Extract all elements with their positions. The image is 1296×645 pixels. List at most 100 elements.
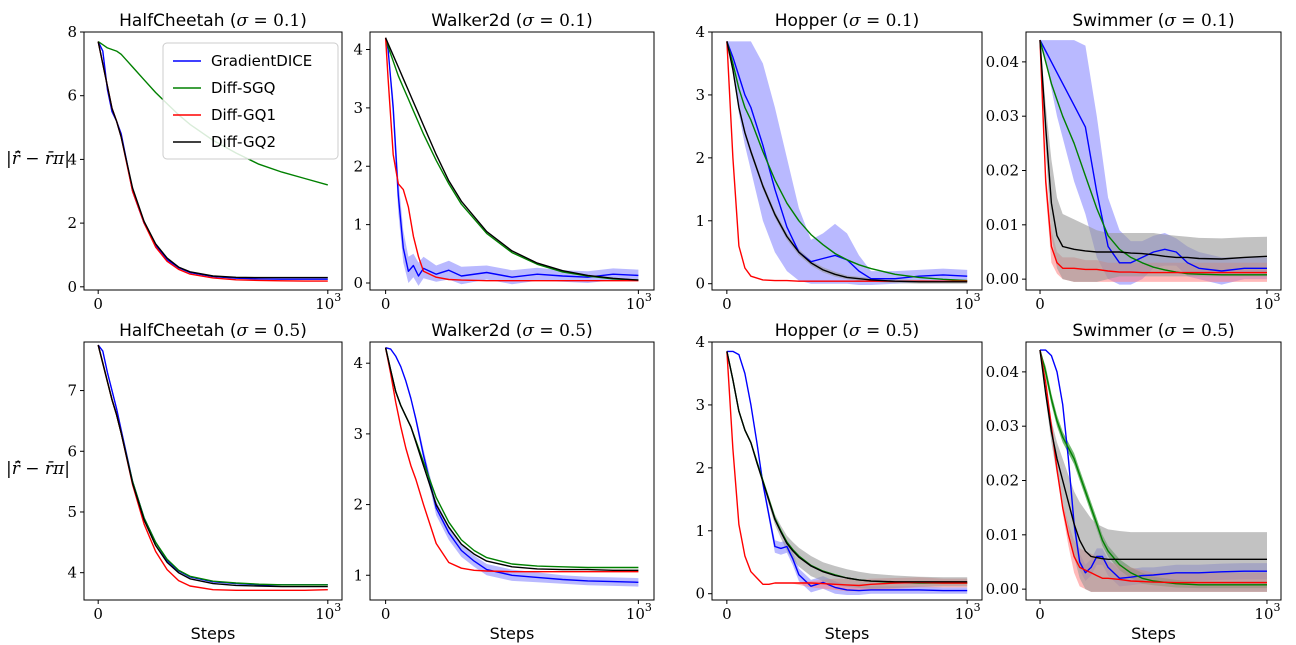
y-tick-label: 0	[67, 278, 77, 296]
x-tick-label: 10	[1254, 295, 1273, 313]
plot-area	[384, 347, 639, 587]
panel-halfcheetah-sigma-05: 4 5 6 7 0 10 3 HalfCheetah (σ = 0.5)	[67, 321, 343, 623]
y-tick-label: 1	[695, 212, 705, 230]
y-tick-label: 0.03	[986, 417, 1019, 435]
line-diff-sgq	[97, 41, 328, 186]
x-axis-labels: Steps Steps Steps Steps	[191, 624, 1176, 643]
x-axis-label: Steps	[1131, 624, 1176, 643]
y-tick-label: 6	[67, 87, 77, 105]
x-tick-label-exponent: 3	[1273, 291, 1280, 304]
legend-item-diff-gq1: Diff-GQ1	[173, 106, 276, 124]
panel-swimmer-sigma-05: 0.00 0.01 0.02 0.03 0.04 0 10 3 Swimmer (σ = 0.5…	[986, 321, 1282, 623]
band-diff-gq1	[726, 351, 968, 592]
plot-area	[726, 350, 968, 595]
x-tick-label-exponent: 3	[974, 291, 981, 304]
legend-item-gradientdice: GradientDICE	[173, 52, 312, 70]
line-diff-sgq	[97, 344, 328, 586]
y-tick-label: 4	[695, 23, 705, 41]
x-tick-label-exponent: 3	[334, 291, 341, 304]
y-tick-label: 0.02	[986, 162, 1019, 180]
line-gradientdice	[726, 41, 968, 280]
panel-title: Swimmer (σ = 0.1)	[1072, 11, 1234, 31]
y-tick-label: 0	[695, 585, 705, 603]
line-diff-gq2	[97, 344, 328, 588]
band-gradientdice	[726, 351, 968, 595]
line-diff-sgq	[726, 41, 968, 282]
y-tick-label: 0.04	[986, 53, 1019, 71]
axes-frame	[1025, 31, 1282, 291]
line-diff-gq2	[1039, 350, 1267, 560]
y-tick-label: 7	[67, 382, 77, 400]
y-tick-label: 3	[353, 425, 363, 443]
band-gradientdice	[385, 37, 639, 286]
axes-frame	[711, 341, 983, 601]
y-tick-label: 4	[67, 150, 77, 168]
axes-frame	[711, 31, 983, 291]
legend-item-diff-sgq: Diff-SGQ	[173, 79, 275, 97]
y-axis-labels: |r̄̂ − r̄π| |r̄̂ − r̄π|	[6, 149, 70, 479]
plot-area	[726, 41, 968, 286]
panel-title: HalfCheetah (σ = 0.1)	[119, 11, 307, 31]
x-tick-label: 10	[626, 295, 645, 313]
line-gradientdice	[385, 347, 639, 583]
y-tick-label: 0.00	[986, 580, 1019, 598]
line-gradientdice	[1039, 39, 1267, 272]
y-tick-label: 1	[353, 566, 363, 584]
y-axis-label: |r̄̂ − r̄π|	[6, 459, 70, 479]
band-gradientdice	[1040, 40, 1267, 285]
panel-title: Walker2d (σ = 0.5)	[431, 321, 593, 341]
line-diff-gq2	[726, 351, 968, 583]
line-diff-gq2	[726, 41, 968, 283]
y-tick-label: 1	[353, 216, 363, 234]
line-diff-gq1	[97, 344, 328, 591]
y-tick-label: 0	[353, 274, 363, 292]
x-tick-label-exponent: 3	[645, 291, 652, 304]
band-diff-gq2	[1040, 350, 1267, 592]
y-tick-label: 4	[695, 333, 705, 351]
y-tick-label: 2	[695, 149, 705, 167]
axes-frame	[83, 31, 343, 291]
y-tick-label: 0.01	[986, 216, 1019, 234]
panel-title: Hopper (σ = 0.5)	[775, 321, 920, 341]
x-tick-label: 0	[93, 295, 103, 313]
line-diff-gq2	[384, 37, 639, 281]
x-tick-label: 10	[1254, 605, 1273, 623]
line-diff-gq1	[1039, 40, 1267, 274]
x-tick-label: 0	[1035, 605, 1045, 623]
axes-frame	[369, 31, 655, 291]
axes-frame	[83, 341, 343, 601]
y-tick-label: 5	[67, 503, 77, 521]
band-diff-gq1	[385, 37, 639, 281]
y-tick-label: 8	[67, 23, 77, 41]
y-tick-label: 2	[353, 496, 363, 514]
y-tick-label: 3	[695, 86, 705, 104]
x-tick-label: 0	[1035, 295, 1045, 313]
x-tick-label: 0	[381, 295, 391, 313]
line-diff-sgq	[1039, 349, 1267, 586]
legend-label: Diff-SGQ	[211, 79, 275, 97]
panel-title: Hopper (σ = 0.1)	[775, 11, 920, 31]
y-tick-label: 3	[695, 396, 705, 414]
line-diff-gq1	[726, 351, 968, 587]
panel-halfcheetah-sigma-01: 0 2 4 6 8 0 10 3 HalfCheetah (σ = 0.1)	[67, 11, 343, 313]
y-tick-label: 2	[353, 157, 363, 175]
x-axis-label: Steps	[490, 624, 535, 643]
x-tick-label: 10	[955, 295, 974, 313]
plot-area	[97, 41, 328, 282]
panel-title: Walker2d (σ = 0.1)	[431, 11, 593, 31]
line-diff-gq1	[384, 37, 639, 282]
x-tick-label: 0	[93, 605, 103, 623]
legend-item-diff-gq2: Diff-GQ2	[173, 133, 276, 151]
y-tick-label: 0.02	[986, 472, 1019, 490]
axes-frame	[369, 341, 655, 601]
x-tick-label-exponent: 3	[974, 601, 981, 614]
band-diff-gq2	[726, 351, 968, 589]
plot-area	[1039, 349, 1267, 592]
x-tick-label: 10	[626, 605, 645, 623]
x-tick-label-exponent: 3	[1273, 601, 1280, 614]
y-tick-label: 6	[67, 442, 77, 460]
line-diff-gq1	[1039, 349, 1267, 584]
